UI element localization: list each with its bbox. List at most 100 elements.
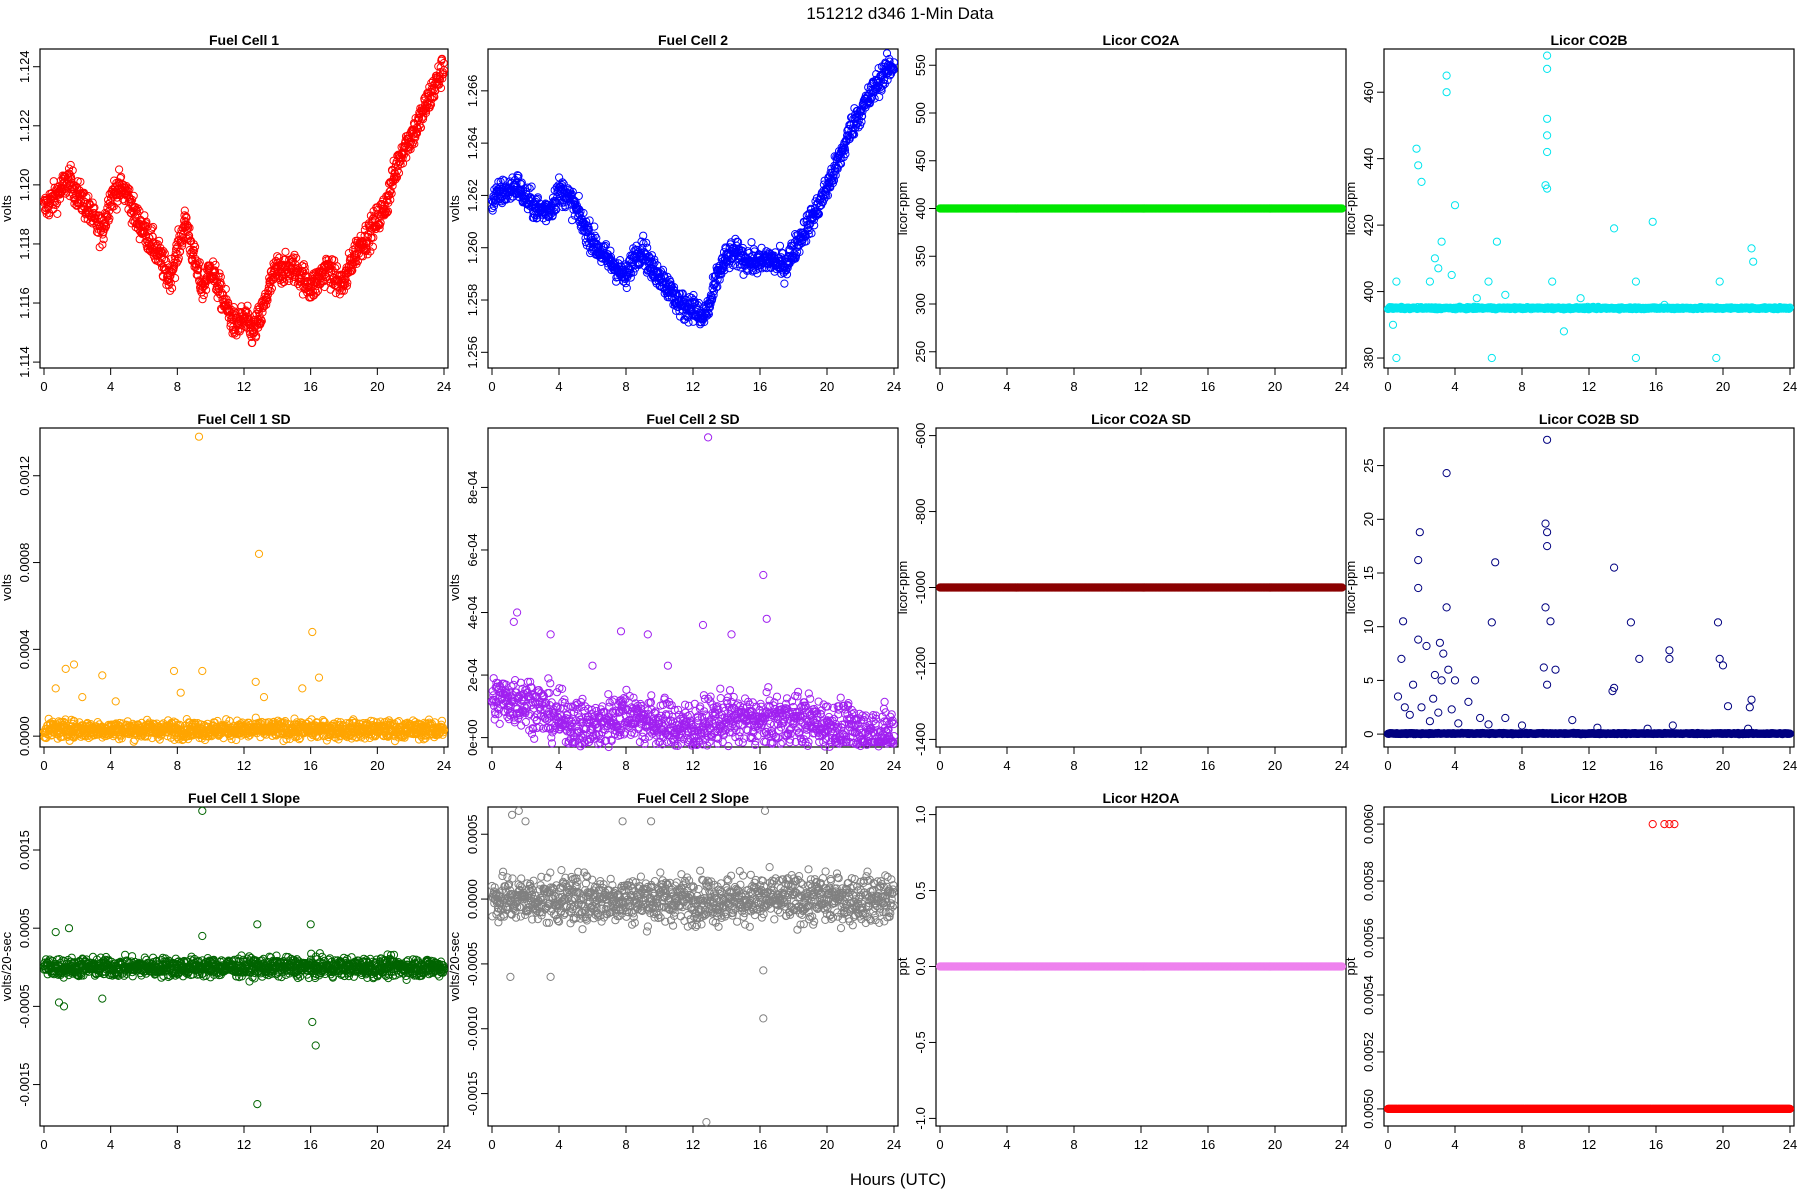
data-point [252,331,261,340]
x-tick-label: 12 [1134,379,1148,394]
outlier-point [1501,290,1510,299]
x-tick-label: 16 [1201,379,1215,394]
data-point [99,235,108,244]
y-tick-label: 380 [1361,347,1376,369]
data-point [88,198,97,207]
data-point [173,249,182,259]
data-point [185,231,194,240]
x-tick-label: 4 [107,758,114,773]
y-tick-label: 300 [913,293,928,315]
data-point [115,165,124,174]
data-point [77,190,87,199]
outlier-point [1447,270,1456,280]
outlier-point [1543,64,1552,74]
y-tick-label: 460 [1361,81,1376,103]
panel-title: Fuel Cell 1 SD [197,411,290,427]
data-point [780,279,789,288]
data-point [48,200,57,209]
data-point [273,252,282,261]
x-tick-label: 8 [1070,379,1077,394]
data-point [324,260,333,269]
panel-fuel-cell-2: Fuel Cell 20 4 8 12 16 20 241.2561.2581.2601.2… [447,32,901,394]
data-point [215,269,224,278]
y-tick-label: 1.114 [17,346,32,378]
y-tick-label: 1.258 [465,284,480,317]
x-tick-label: 4 [555,379,562,394]
series-points [487,49,899,329]
data-point [221,284,230,294]
data-point [102,221,111,230]
data-point [342,281,351,290]
data-point [178,239,187,248]
x-tick-label: 24 [437,379,451,394]
y-tick-label: 420 [1361,214,1376,236]
outlier-point [1434,264,1443,273]
data-point [149,222,158,232]
data-point [249,329,258,338]
outlier-point [1749,257,1758,266]
data-point [90,203,99,212]
data-point [159,247,168,256]
data-point [175,231,184,241]
data-point [307,293,316,302]
y-tick-label: 250 [913,341,928,363]
data-point [275,253,284,262]
y-tick-label: 1.266 [465,75,480,108]
figure-title: 151212 d346 1-Min Data [806,4,994,23]
data-point [76,177,85,186]
x-tick-label: 8 [622,379,629,394]
data-point [105,214,114,223]
outlier-point [1430,254,1440,263]
series-points [39,432,449,746]
y-tick-label: 1.260 [465,231,480,264]
outlier-point [1543,51,1552,60]
data-point [89,208,98,218]
y-tick-label: 0.0012 [17,456,32,496]
outlier-point [1437,237,1446,246]
x-tick-label: 24 [1783,379,1797,394]
series-points [935,204,1347,213]
data-point [574,191,583,201]
outlier-point [1747,244,1756,253]
data-point [172,258,181,267]
outlier-point [1425,277,1435,286]
x-tick-label: 0 [488,379,495,394]
data-point [309,291,318,300]
data-point [237,324,246,333]
data-point [224,301,233,310]
data-point [340,280,349,289]
outlier-point [1442,88,1451,97]
data-point [243,308,252,317]
data-point [166,278,175,287]
x-tick-label: 8 [174,379,181,394]
data-point [160,249,169,258]
x-tick-label: 12 [686,379,700,394]
panel-title: Fuel Cell 1 [209,32,279,48]
panel-fuel-cell-1: Fuel Cell 10 4 8 12 16 20 241.1141.1161.1181.1… [0,32,451,394]
data-point [176,247,185,256]
x-tick-label: 12 [237,379,251,394]
data-point [168,284,177,293]
outlier-point [1576,294,1585,303]
outlier-point [1442,71,1451,80]
data-point [193,265,202,274]
x-tick-label: 4 [1003,379,1010,394]
data-point [135,206,144,216]
y-tick-label: 350 [913,245,928,267]
outlier-point [1417,177,1426,186]
outlier-point [1631,277,1641,286]
outlier-point [1492,237,1502,246]
data-point [98,240,107,249]
data-point [185,223,194,232]
y-tick-label: 450 [913,150,928,172]
x-tick-label: 24 [887,379,901,394]
data-point [148,232,157,241]
data-point [179,234,188,243]
data-point [142,217,151,226]
y-tick-label: 1.116 [17,287,32,319]
data-point [147,224,156,233]
data-point [622,283,631,293]
x-tick-label: 24 [437,758,451,773]
